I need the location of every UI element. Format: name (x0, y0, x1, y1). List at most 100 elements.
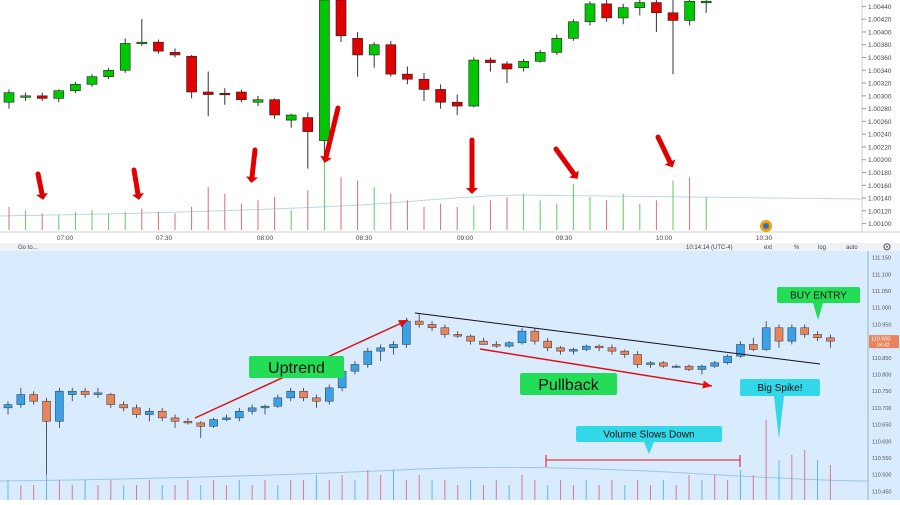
top-y-tick-label: 1.00160 (868, 183, 892, 190)
uptrend-label-bg (249, 356, 344, 378)
bottom-candle-body (440, 327, 450, 335)
top-candle-body (617, 7, 629, 19)
bottom-candle-body (42, 400, 51, 422)
bottom-candle-body (761, 327, 771, 350)
bottom-candle-body (774, 327, 784, 342)
bottom-toolbar-bg (0, 243, 900, 251)
big-spike-label-text: Big Spike! (757, 383, 802, 394)
bottom-candle-body (222, 417, 231, 420)
bottom-candle-body (350, 364, 360, 372)
top-candle-body (551, 38, 563, 53)
bottom-candle-body (312, 397, 321, 402)
top-red-arrow (655, 134, 676, 168)
big-spike-pointer (774, 396, 784, 439)
top-candle-body (202, 91, 214, 95)
bottom-candle-body (479, 340, 488, 345)
bottom-candle-body (594, 345, 604, 349)
bottom-candle-body (68, 390, 77, 395)
bottom-candle-body (569, 349, 578, 352)
top-x-tick-label: 08:30 (356, 235, 373, 242)
top-y-tick-label: 1.00380 (868, 42, 892, 49)
bottom-candle-body (530, 330, 540, 342)
settings-gear-icon[interactable] (883, 243, 891, 251)
bottom-candle-body (376, 347, 385, 352)
top-x-tick-label: 10:00 (656, 235, 673, 242)
top-red-arrow (131, 167, 144, 200)
bottom-candle-body (659, 362, 668, 367)
top-candle-body (385, 44, 397, 75)
bottom-y-tick-label: 110.550 (872, 456, 891, 462)
bottom-candle-body (427, 324, 437, 329)
top-candlestick-chart[interactable]: 1.00100 1.00120 1.00140 1.00160 1.00180 1.002… (0, 0, 900, 243)
buy-entry-label-bg (777, 287, 860, 303)
pullback-arrow-shaft (479, 348, 713, 387)
bottom-candle-body (157, 410, 167, 419)
top-y-tick-label: 1.00200 (868, 157, 892, 164)
top-candle-body (36, 95, 48, 99)
top-red-arrow-shaft (323, 105, 341, 160)
toolbar-log-button[interactable]: log (818, 245, 826, 251)
top-y-tick-label: 1.00420 (868, 17, 892, 24)
top-red-arrow (35, 171, 48, 200)
top-x-tick-label: 07:00 (57, 235, 74, 242)
bottom-y-tick-label: 110.450 (872, 489, 891, 495)
uptrend-label: Uptrend (249, 356, 344, 378)
bottom-candle-body (620, 350, 630, 355)
big-spike-label: Big Spike! (740, 379, 820, 396)
top-x-tick-label: 09:00 (457, 235, 474, 242)
toolbar-goto-button[interactable]: Go to... (18, 245, 38, 251)
bottom-y-tick-label: 110.850 (872, 356, 891, 362)
top-red-arrow-head (132, 193, 144, 200)
top-red-arrow-head (569, 170, 579, 179)
top-candle-body (86, 76, 98, 85)
top-candle-body (335, 0, 347, 37)
bottom-chart-panel[interactable]: Go to... 10:14:14 (UTC-4) ext% log auto 110.4… (0, 243, 900, 500)
top-candle-body (103, 69, 114, 77)
bottom-y-tick-label: 111.000 (872, 306, 891, 312)
top-red-arrow (320, 105, 341, 163)
volume-slows-label-bg (576, 426, 722, 442)
toolbar-percent-button[interactable]: % (794, 245, 800, 251)
bottom-candle-body (183, 420, 193, 424)
toolbar-time-label: 10:14:14 (UTC-4) (686, 245, 733, 251)
top-candle-body (119, 43, 131, 71)
bottom-y-tick-label: 110.600 (872, 439, 891, 445)
top-y-tick-label: 1.00120 (868, 208, 892, 215)
top-candle-body (302, 117, 314, 132)
bottom-candle-body (93, 392, 103, 395)
top-y-tick-label: 1.00220 (868, 144, 892, 151)
bottom-price-axis (868, 251, 900, 500)
bottom-candle-body (119, 404, 128, 409)
top-y-tick-label: 1.00360 (868, 55, 892, 62)
top-candle-body (169, 52, 181, 56)
bottom-candlestick-chart[interactable]: Go to... 10:14:14 (UTC-4) ext% log auto 110.4… (0, 243, 900, 500)
toolbar-ext-button[interactable]: ext (764, 245, 772, 251)
top-x-tick-label: 08:00 (257, 235, 274, 242)
top-y-tick-label: 1.00140 (868, 196, 892, 203)
bottom-candle-body (273, 397, 283, 407)
top-chart-panel[interactable]: 1.00100 1.00120 1.00140 1.00160 1.00180 1.002… (0, 0, 900, 243)
pullback-trendline (414, 312, 821, 365)
bottom-price-tag-time: 04:42 (877, 343, 890, 349)
bottom-candle-body (492, 344, 501, 347)
top-candle-body (651, 2, 662, 14)
top-candle-body (319, 0, 330, 141)
top-candle-body (634, 2, 646, 8)
pullback-label-text: Pullback (538, 377, 599, 394)
top-candle-body (352, 38, 363, 56)
bottom-candle-body (504, 342, 514, 347)
top-red-arrow (246, 147, 258, 183)
toolbar-auto-button[interactable]: auto (846, 245, 858, 251)
buy-entry-label-text: BUY ENTRY (790, 291, 847, 302)
bottom-candle-body (3, 404, 13, 409)
top-candle-body (568, 21, 579, 39)
top-candle-body (601, 3, 612, 19)
bottom-price-tag-bg (869, 335, 899, 349)
top-candle-body (136, 41, 148, 44)
bottom-y-tick-label: 110.800 (872, 373, 891, 379)
bottom-candle-body (80, 390, 90, 395)
bottom-candle-body (646, 362, 655, 365)
top-y-tick-label: 1.00400 (868, 29, 892, 36)
top-y-tick-label: 1.00180 (868, 170, 892, 177)
